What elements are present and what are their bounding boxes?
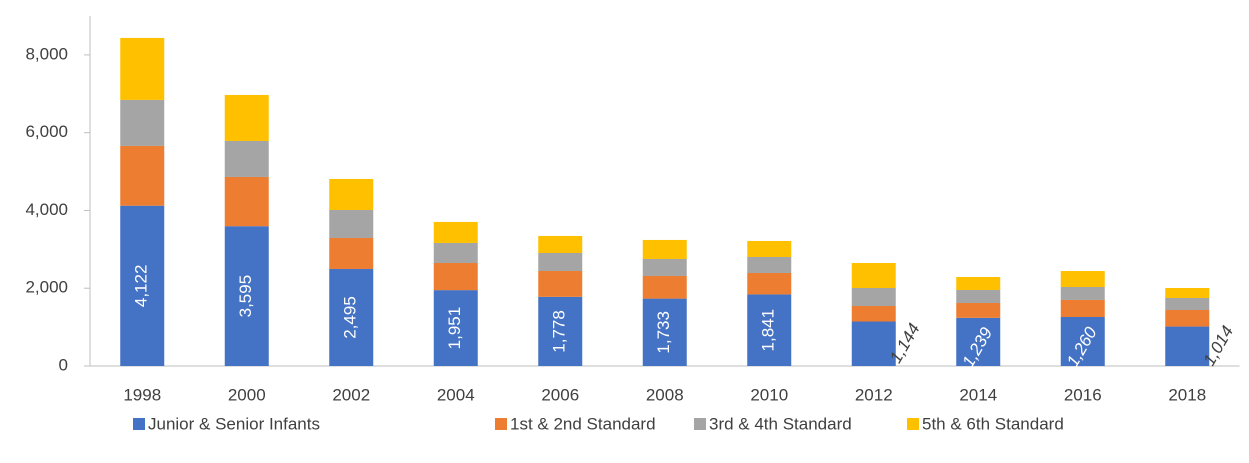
bar-segment	[433, 290, 478, 366]
bar-segment	[747, 240, 792, 257]
bar-segment	[1165, 287, 1210, 298]
bar-segment	[851, 321, 896, 366]
bar-segment	[433, 262, 478, 291]
bar-segment	[120, 99, 165, 146]
bar-segment	[1060, 270, 1105, 287]
bar-segment	[1165, 297, 1210, 310]
bar-segment	[1060, 299, 1105, 317]
legend-swatch	[495, 418, 507, 430]
bar-segment	[747, 256, 792, 273]
bar-segment	[747, 272, 792, 295]
data-label: 1,733	[654, 311, 673, 354]
bar-segment	[956, 303, 1001, 318]
x-tick-label: 2010	[750, 385, 788, 404]
bar-segment	[851, 305, 896, 322]
x-tick-label: 2016	[1064, 385, 1102, 404]
y-tick-label: 8,000	[25, 44, 68, 63]
bar-segment	[538, 270, 583, 297]
bar-segment	[851, 262, 896, 288]
legend-swatch	[694, 418, 706, 430]
bar-segment	[1165, 310, 1210, 327]
bar-segment	[329, 178, 374, 210]
legend-label: 3rd & 4th Standard	[709, 414, 852, 433]
legend-label: 5th & 6th Standard	[922, 414, 1064, 433]
bar-segment	[433, 221, 478, 243]
x-tick-label: 2000	[228, 385, 266, 404]
x-tick-label: 2014	[959, 385, 997, 404]
x-tick-label: 2012	[855, 385, 893, 404]
bar-segment	[538, 252, 583, 271]
x-tick-label: 2004	[437, 385, 475, 404]
bar-segment	[642, 298, 687, 366]
data-label: 2,495	[341, 296, 360, 339]
bar-segment	[1165, 326, 1210, 366]
bar-segment	[538, 296, 583, 366]
bar-segment	[1060, 286, 1105, 300]
data-label: 1,841	[759, 309, 778, 352]
data-label: 3,595	[236, 275, 255, 318]
bar-segment	[120, 37, 165, 100]
bar-segment	[329, 237, 374, 269]
legend-label: 1st & 2nd Standard	[510, 414, 656, 433]
y-tick-label: 6,000	[25, 122, 68, 141]
bar-segment	[329, 209, 374, 238]
bar-segment	[642, 258, 687, 276]
bar-segment	[120, 205, 165, 366]
x-tick-label: 2002	[332, 385, 370, 404]
bar-segment	[1060, 317, 1105, 366]
y-tick-label: 2,000	[25, 278, 68, 297]
x-tick-label: 2018	[1168, 385, 1206, 404]
legend-swatch	[907, 418, 919, 430]
bar-segment	[224, 140, 269, 177]
data-label: 1,951	[445, 307, 464, 350]
data-label: 4,122	[132, 265, 151, 308]
bar-segment	[642, 275, 687, 299]
bar-segment	[120, 145, 165, 206]
bar-segment	[538, 235, 583, 253]
bar-segment	[224, 226, 269, 366]
bar-segment	[224, 94, 269, 141]
bar-segment	[956, 317, 1001, 366]
y-tick-label: 0	[59, 355, 68, 374]
bar-segment	[433, 242, 478, 263]
bar-segment	[956, 289, 1001, 303]
y-tick-label: 4,000	[25, 200, 68, 219]
bar-segment	[642, 239, 687, 259]
bar-segment	[747, 294, 792, 366]
x-tick-label: 1998	[123, 385, 161, 404]
bar-segment	[224, 176, 269, 227]
x-tick-label: 2008	[646, 385, 684, 404]
bar-segment	[851, 287, 896, 306]
legend-label: Junior & Senior Infants	[148, 414, 320, 433]
bar-segment	[956, 276, 1001, 290]
bar-segment	[329, 268, 374, 366]
x-tick-label: 2006	[541, 385, 579, 404]
data-label: 1,778	[550, 310, 569, 353]
legend-swatch	[133, 418, 145, 430]
